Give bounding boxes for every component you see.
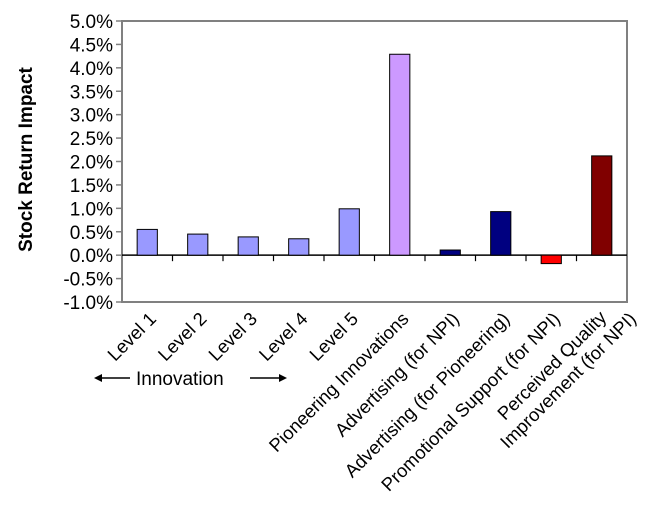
category-label: Level 4: [255, 308, 312, 365]
y-tick-label: 2.0%: [70, 153, 113, 174]
left-arrow-head: [94, 374, 102, 382]
y-tick-label: 3.5%: [70, 82, 113, 103]
category-label: Level 1: [103, 308, 160, 365]
bar: [338, 208, 360, 256]
bar: [591, 155, 613, 256]
y-tick-label: 1.5%: [70, 176, 113, 197]
annotation-label: Innovation: [136, 369, 224, 390]
y-tick-label: 0.0%: [70, 246, 113, 267]
y-tick-label: 0.5%: [70, 223, 113, 244]
category-label: Level 3: [204, 308, 261, 365]
bar: [136, 228, 158, 256]
y-tick-label: 4.5%: [70, 35, 113, 56]
category-label: Level 2: [154, 308, 211, 365]
y-tick-label: 1.0%: [70, 199, 113, 220]
plot-area-frame: [121, 20, 628, 303]
bars: [136, 53, 613, 265]
y-tick-label: 4.0%: [70, 59, 113, 80]
right-arrow-head: [279, 374, 287, 382]
y-tick-label: 3.0%: [70, 106, 113, 127]
bar: [237, 236, 259, 256]
bar: [187, 233, 209, 256]
y-axis-title: Stock Return Impact: [16, 66, 37, 251]
bar: [288, 238, 310, 256]
x-axis-ticks: [171, 255, 578, 262]
innovation-annotation: Innovation: [94, 369, 287, 390]
bar: [540, 254, 562, 265]
y-tick-label: -0.5%: [63, 270, 113, 291]
y-axis-ticks: -1.0%-0.5% 0.0%0.5% 1.0%1.5%2.0% 2.5%3.0% 3.…: [63, 12, 122, 314]
bar: [439, 249, 461, 256]
y-tick-label: 5.0%: [70, 12, 113, 33]
bar: [490, 211, 512, 256]
y-tick-label: 2.5%: [70, 129, 113, 150]
bar: [389, 53, 411, 256]
y-tick-label: -1.0%: [63, 293, 113, 314]
